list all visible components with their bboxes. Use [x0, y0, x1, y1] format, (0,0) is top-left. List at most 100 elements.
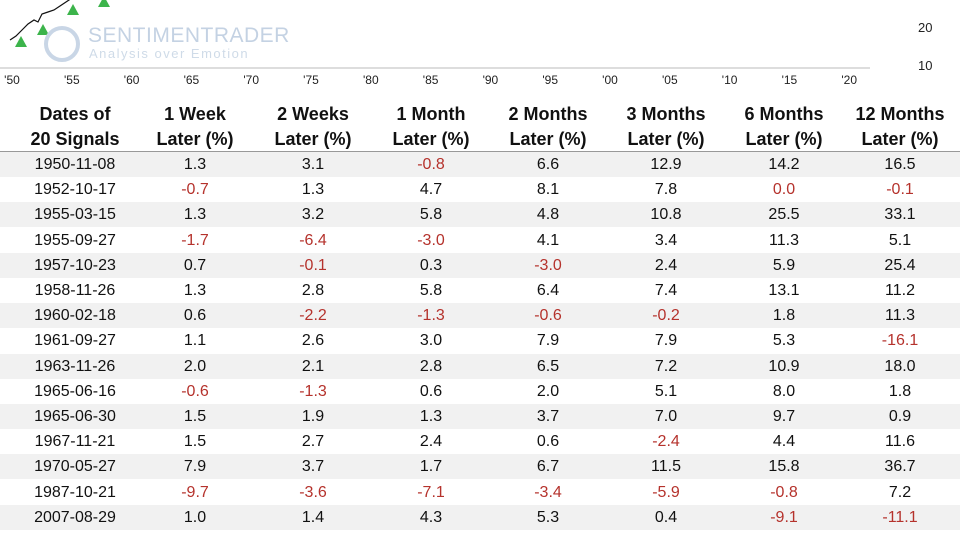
value-cell: 11.3 — [885, 307, 915, 325]
value-cell: 16.5 — [884, 156, 916, 173]
value-cell: 7.9 — [654, 332, 678, 350]
value-cell: 4.8 — [536, 206, 560, 224]
value-cell: 2.7 — [301, 433, 325, 451]
value-cell: -1.3 — [299, 382, 327, 400]
column-header: 12 Months Later (%) — [855, 102, 944, 152]
row-stripe — [0, 404, 960, 429]
value-cell: 7.4 — [654, 282, 678, 299]
header-line: Dates of — [39, 104, 111, 124]
value-cell: 7.9 — [183, 458, 207, 476]
header-line: Later (%) — [274, 129, 352, 149]
x-tick-label: '75 — [303, 73, 319, 87]
value-cell: 7.0 — [654, 408, 678, 425]
value-cell: 0.9 — [888, 408, 912, 425]
value-cell: 36.7 — [884, 458, 916, 476]
value-cell: 2.6 — [301, 332, 325, 350]
value-cell: 5.3 — [772, 332, 796, 350]
value-cell: 0.0 — [772, 181, 796, 199]
value-cell: 6.4 — [536, 282, 560, 299]
value-cell: 1.3 — [183, 282, 207, 299]
date-cell: 1965-06-16 — [34, 382, 116, 400]
value-cell: 11.6 — [885, 433, 915, 451]
row-stripe — [0, 252, 960, 278]
x-tick-label: '10 — [721, 73, 738, 87]
x-tick-label: '85 — [422, 73, 439, 87]
value-cell: -16.1 — [881, 332, 919, 350]
value-cell: 2.4 — [419, 433, 443, 451]
date-cell: 1958-11-26 — [34, 282, 116, 299]
value-cell: -0.8 — [417, 156, 445, 173]
header-line: Later (%) — [861, 129, 939, 149]
date-cell: 1955-09-27 — [34, 231, 116, 249]
header-line: 3 Months — [626, 104, 706, 124]
value-cell: 13.1 — [768, 282, 800, 299]
value-cell: 4.4 — [772, 433, 796, 451]
value-cell: -0.6 — [181, 382, 209, 400]
value-cell: 2.4 — [654, 256, 678, 274]
x-tick-label: '00 — [602, 73, 618, 87]
x-tick-label: '15 — [781, 73, 798, 87]
x-tick-label: '05 — [661, 73, 678, 87]
date-cell: 1967-11-21 — [34, 433, 116, 451]
date-cell: 1963-11-26 — [34, 357, 116, 375]
value-cell: 3.4 — [654, 231, 678, 249]
value-cell: 3.7 — [301, 458, 325, 476]
watermark: SENTIMENTRADER — [88, 24, 290, 47]
value-cell: 4.7 — [419, 181, 443, 199]
date-cell: 1970-05-27 — [34, 458, 116, 476]
date-cell: 1952-10-17 — [34, 181, 116, 199]
value-cell: -0.7 — [181, 181, 209, 199]
value-cell: 11.5 — [651, 458, 681, 476]
header-line: Later (%) — [509, 129, 587, 149]
value-cell: 3.1 — [301, 156, 325, 173]
value-cell: 1.8 — [888, 382, 912, 400]
header-line: 1 Month — [396, 104, 466, 124]
x-tick-label: '20 — [841, 73, 858, 87]
value-cell: 6.6 — [536, 156, 560, 173]
column-header: 1 Week Later (%) — [156, 102, 233, 152]
value-cell: 0.3 — [419, 256, 443, 274]
value-cell: 3.2 — [301, 206, 325, 224]
value-cell: 1.3 — [183, 156, 207, 173]
value-cell: 1.5 — [183, 408, 207, 425]
value-cell: 11.2 — [885, 282, 915, 299]
signal-marker — [67, 4, 79, 15]
x-tick-label: '95 — [542, 73, 559, 87]
value-cell: -0.6 — [534, 307, 562, 325]
date-cell: 2007-08-29 — [34, 508, 116, 526]
value-cell: 5.3 — [536, 508, 560, 526]
value-cell: 1.3 — [183, 206, 207, 224]
value-cell: -11.1 — [882, 508, 918, 526]
value-cell: 11.3 — [769, 231, 799, 249]
row-stripe — [0, 152, 960, 177]
value-cell: -3.0 — [534, 256, 562, 274]
value-cell: 5.1 — [888, 231, 912, 249]
value-cell: 14.2 — [768, 156, 800, 173]
header-line: 1 Week — [164, 104, 226, 124]
value-cell: 8.1 — [536, 181, 560, 199]
signal-marker — [98, 0, 110, 7]
value-cell: 6.7 — [536, 458, 560, 476]
value-cell: 4.3 — [419, 508, 443, 526]
value-cell: -1.7 — [181, 231, 209, 249]
value-cell: 7.8 — [654, 181, 678, 199]
header-line: 2 Weeks — [277, 104, 349, 124]
value-cell: -2.2 — [299, 307, 327, 325]
value-cell: 25.5 — [768, 206, 800, 224]
value-cell: 7.9 — [536, 332, 560, 350]
signal-marker — [37, 24, 49, 35]
value-cell: -0.1 — [299, 256, 327, 274]
x-tick-label: '60 — [123, 73, 140, 87]
value-cell: 1.8 — [772, 307, 796, 325]
column-header: 2 Months Later (%) — [509, 102, 588, 152]
column-header: 1 Month Later (%) — [392, 102, 469, 152]
value-cell: 33.1 — [884, 206, 916, 224]
value-cell: -7.1 — [417, 483, 445, 501]
value-cell: 5.1 — [654, 382, 678, 400]
value-cell: -9.7 — [181, 483, 209, 501]
column-header: 3 Months Later (%) — [627, 102, 706, 152]
value-cell: 15.8 — [768, 458, 800, 476]
value-cell: -1.3 — [417, 307, 445, 325]
value-cell: 5.8 — [419, 282, 443, 299]
y-tick-label: 10 — [918, 58, 933, 73]
